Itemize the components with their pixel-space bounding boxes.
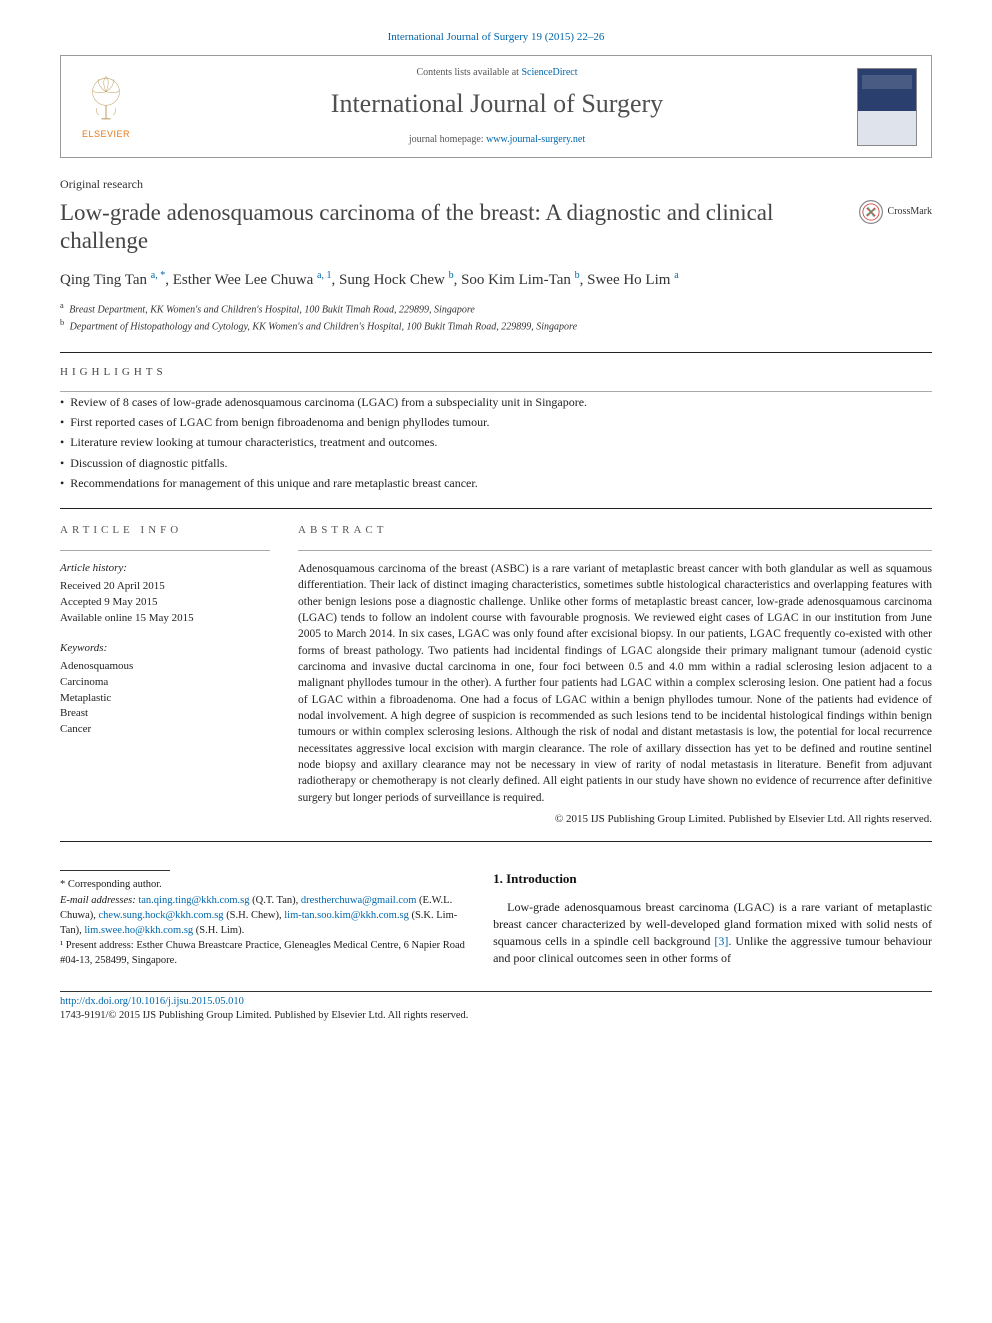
article-info-column: article info Article history: Received 2… — [60, 509, 270, 828]
online-date: Available online 15 May 2015 — [60, 611, 270, 627]
highlight-item: Recommendations for management of this u… — [60, 473, 932, 493]
elsevier-wordmark: ELSEVIER — [82, 128, 130, 141]
email-link[interactable]: chew.sung.hock@kkh.com.sg — [99, 910, 224, 921]
article-history-label: Article history: — [60, 561, 270, 577]
abstract-text: Adenosquamous carcinoma of the breast (A… — [298, 561, 932, 806]
article-type: Original research — [60, 176, 932, 193]
homepage-prefix: journal homepage: — [409, 134, 486, 145]
issn-copyright: 1743-9191/© 2015 IJS Publishing Group Li… — [60, 1009, 932, 1024]
citation-header: International Journal of Surgery 19 (201… — [60, 30, 932, 45]
crossmark-label: CrossMark — [888, 205, 932, 219]
abstract-heading: abstract — [298, 523, 932, 538]
email-link[interactable]: tan.qing.ting@kkh.com.sg — [138, 895, 249, 906]
keyword-item: Adenosquamous — [60, 659, 270, 675]
journal-cover-thumbnail — [857, 68, 917, 146]
highlight-item: First reported cases of LGAC from benign… — [60, 412, 932, 432]
abstract-copyright: © 2015 IJS Publishing Group Limited. Pub… — [298, 812, 932, 827]
footnotes: * Corresponding author. E-mail addresses… — [60, 877, 465, 968]
header-center: Contents lists available at ScienceDirec… — [151, 66, 843, 146]
introduction-paragraph: Low-grade adenosquamous breast carcinoma… — [493, 899, 932, 967]
keywords-list: AdenosquamousCarcinomaMetaplasticBreastC… — [60, 659, 270, 739]
highlight-item: Review of 8 cases of low-grade adenosqua… — [60, 392, 932, 412]
keyword-item: Metaplastic — [60, 691, 270, 707]
crossmark-icon — [858, 199, 884, 225]
keyword-item: Cancer — [60, 722, 270, 738]
highlights-heading: highlights — [60, 365, 932, 380]
journal-homepage-link[interactable]: www.journal-surgery.net — [486, 134, 585, 145]
footnotes-column: * Corresponding author. E-mail addresses… — [60, 870, 465, 968]
doi-footer: http://dx.doi.org/10.1016/j.ijsu.2015.05… — [60, 991, 932, 1024]
elsevier-logo: ELSEVIER — [75, 69, 137, 145]
present-address-note: ¹ Present address: Esther Chuwa Breastca… — [60, 938, 465, 968]
accepted-date: Accepted 9 May 2015 — [60, 595, 270, 611]
introduction-heading: 1. Introduction — [493, 870, 932, 888]
keyword-item: Breast — [60, 706, 270, 722]
email-link[interactable]: lim-tan.soo.kim@kkh.com.sg — [284, 910, 409, 921]
doi-link[interactable]: http://dx.doi.org/10.1016/j.ijsu.2015.05… — [60, 996, 244, 1007]
ref-link-3[interactable]: [3] — [714, 934, 728, 948]
email-link[interactable]: lim.swee.ho@kkh.com.sg — [84, 925, 193, 936]
affiliations: a Breast Department, KK Women's and Chil… — [60, 300, 932, 335]
contents-available-line: Contents lists available at ScienceDirec… — [151, 66, 843, 80]
keywords-label: Keywords: — [60, 641, 270, 657]
abstract-column: abstract Adenosquamous carcinoma of the … — [298, 509, 932, 828]
contents-prefix: Contents lists available at — [416, 67, 521, 78]
article-info-heading: article info — [60, 523, 270, 538]
author-list: Qing Ting Tan a, *, Esther Wee Lee Chuwa… — [60, 268, 932, 292]
journal-header-box: ELSEVIER Contents lists available at Sci… — [60, 55, 932, 157]
journal-name: International Journal of Surgery — [151, 86, 843, 122]
highlights-list: Review of 8 cases of low-grade adenosqua… — [60, 392, 932, 494]
keyword-item: Carcinoma — [60, 675, 270, 691]
paper-title: Low-grade adenosquamous carcinoma of the… — [60, 199, 846, 257]
received-date: Received 20 April 2015 — [60, 579, 270, 595]
sciencedirect-link[interactable]: ScienceDirect — [521, 67, 577, 78]
elsevier-tree-icon — [79, 72, 133, 126]
highlight-item: Literature review looking at tumour char… — [60, 432, 932, 452]
highlight-item: Discussion of diagnostic pitfalls. — [60, 453, 932, 473]
corresponding-author-note: * Corresponding author. — [60, 877, 465, 892]
crossmark-badge[interactable]: CrossMark — [858, 199, 932, 225]
email-link[interactable]: drestherchuwa@gmail.com — [301, 895, 417, 906]
email-addresses-block: E-mail addresses: tan.qing.ting@kkh.com.… — [60, 893, 465, 939]
introduction-column: 1. Introduction Low-grade adenosquamous … — [493, 870, 932, 968]
journal-homepage-line: journal homepage: www.journal-surgery.ne… — [151, 133, 843, 147]
